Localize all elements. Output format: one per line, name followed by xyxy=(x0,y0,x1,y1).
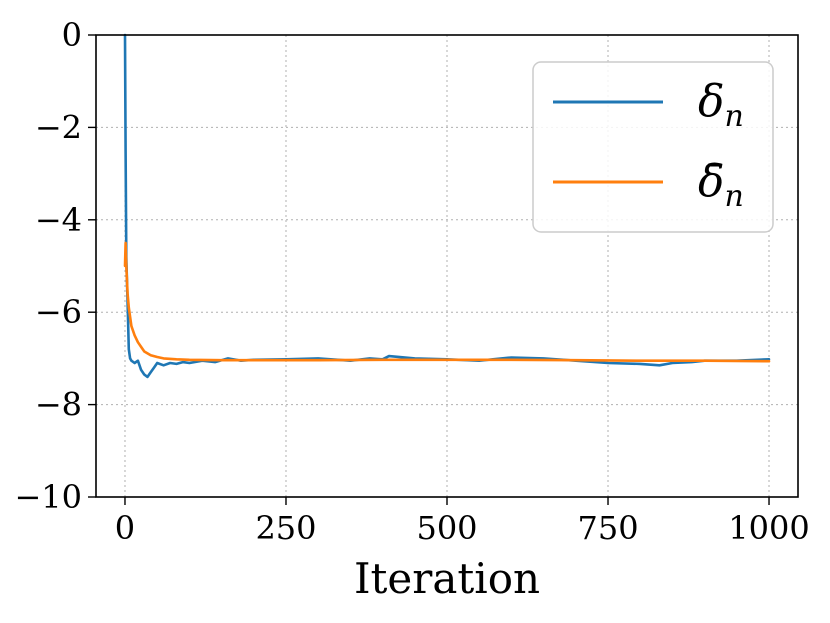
y-tick-label: −2 xyxy=(35,108,82,146)
x-tick-label: 500 xyxy=(416,509,477,547)
x-tick-label: 1000 xyxy=(728,509,809,547)
legend-delta-bar-symbol: δ̄ xyxy=(698,156,725,207)
legend-entry-delta-bar-n: δ̄n xyxy=(698,156,744,214)
y-tick-label: −6 xyxy=(35,293,82,331)
legend-delta-symbol: δ xyxy=(698,76,725,127)
x-tick-label: 250 xyxy=(255,509,316,547)
axis-ticks: 0 250 500 750 1000 0 −2 −4 −6 −8 −10 xyxy=(14,16,809,547)
legend-entry-delta-n: δn xyxy=(698,76,744,134)
legend-delta-bar-subscript: n xyxy=(725,179,744,214)
legend-box xyxy=(532,61,774,233)
legend: δn δ̄n xyxy=(532,61,774,233)
y-tick-label: 0 xyxy=(62,16,82,54)
series-lines xyxy=(123,33,771,379)
x-tick-label: 750 xyxy=(577,509,638,547)
x-tick-label: 0 xyxy=(115,509,135,547)
y-tick-label: −4 xyxy=(35,201,82,239)
y-tick-label: −10 xyxy=(14,478,82,516)
legend-delta-subscript: n xyxy=(725,99,744,134)
y-tick-label: −8 xyxy=(35,386,82,424)
series-line-delta-n xyxy=(123,33,771,379)
series-line-delta-bar-n xyxy=(123,241,771,363)
x-axis-label: Iteration xyxy=(354,554,540,603)
